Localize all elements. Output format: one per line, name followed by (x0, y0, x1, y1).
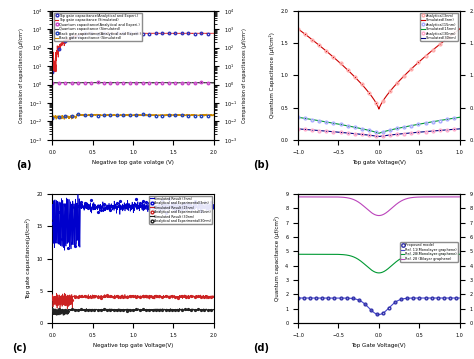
Y-axis label: Comparisoion of capacitances (μf/cm²): Comparisoion of capacitances (μf/cm²) (242, 28, 247, 123)
X-axis label: Negative top gate volatge (V): Negative top gate volatge (V) (92, 160, 174, 165)
Y-axis label: Top gate capacitance(μf/cm²): Top gate capacitance(μf/cm²) (25, 218, 31, 299)
Legend: Top gate capacitance(Analytical and Experi.), Top gate capacitance (Simulated), : Top gate capacitance(Analytical and Expe… (54, 13, 142, 41)
Y-axis label: Quantum Capacitance (μf/cm²): Quantum Capacitance (μf/cm²) (269, 32, 275, 118)
Text: (d): (d) (253, 344, 269, 354)
X-axis label: Negative top gate Voltage(V): Negative top gate Voltage(V) (93, 343, 173, 348)
X-axis label: Top Gate Voltage(V): Top Gate Voltage(V) (352, 343, 406, 348)
Legend: Proposed model, Ref. 11(Monolayer graphene), Ref. 28(Monolayer graphene), Ref. 2: Proposed model, Ref. 11(Monolayer graphe… (400, 242, 458, 262)
Text: (c): (c) (12, 344, 27, 354)
Text: (a): (a) (17, 160, 32, 170)
X-axis label: Top gate Voltage(V): Top gate Voltage(V) (352, 160, 406, 165)
Text: (b): (b) (253, 160, 269, 170)
Legend: Analytical(3nm), Simulated(3nm), Analytical(15nm), Simulated(15nm), Analytical(3: Analytical(3nm), Simulated(3nm), Analyti… (420, 13, 458, 41)
Y-axis label: Quantum capacitance (μf/cm²): Quantum capacitance (μf/cm²) (273, 216, 280, 301)
Y-axis label: Comparisoion of capacitances (μf/cm²): Comparisoion of capacitances (μf/cm²) (19, 28, 24, 123)
Legend: Simulated Result (3nm), Analytical and Experimental(3nm), Simulated Result (15nm: Simulated Result (3nm), Analytical and E… (149, 196, 212, 224)
